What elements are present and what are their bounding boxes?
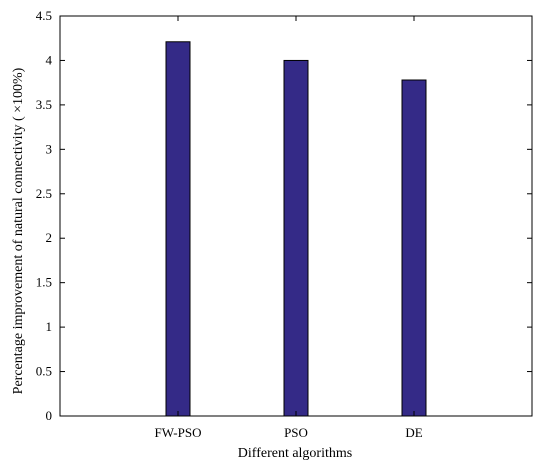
y-tick-label: 1 [46, 319, 53, 334]
x-axis-label: Different algorithms [238, 446, 352, 461]
y-tick-label: 0.5 [36, 364, 52, 379]
y-tick-label: 0 [46, 408, 53, 423]
bar-de [401, 79, 427, 417]
bar-fw-pso [165, 41, 191, 417]
y-axis-label: Percentage improvement of natural connec… [11, 67, 26, 394]
y-tick-label: 4 [46, 52, 53, 67]
x-tick-label: DE [405, 425, 422, 440]
y-tick-label: 3.5 [36, 97, 52, 112]
y-tick-label: 2.5 [36, 186, 52, 201]
y-tick-label: 3 [46, 141, 53, 156]
y-tick-label: 1.5 [36, 275, 52, 290]
y-tick-label: 2 [46, 230, 53, 245]
y-tick-label: 4.5 [36, 8, 52, 23]
x-tick-label: PSO [284, 425, 308, 440]
bar-pso [283, 59, 309, 417]
x-tick-label: FW-PSO [155, 425, 202, 440]
